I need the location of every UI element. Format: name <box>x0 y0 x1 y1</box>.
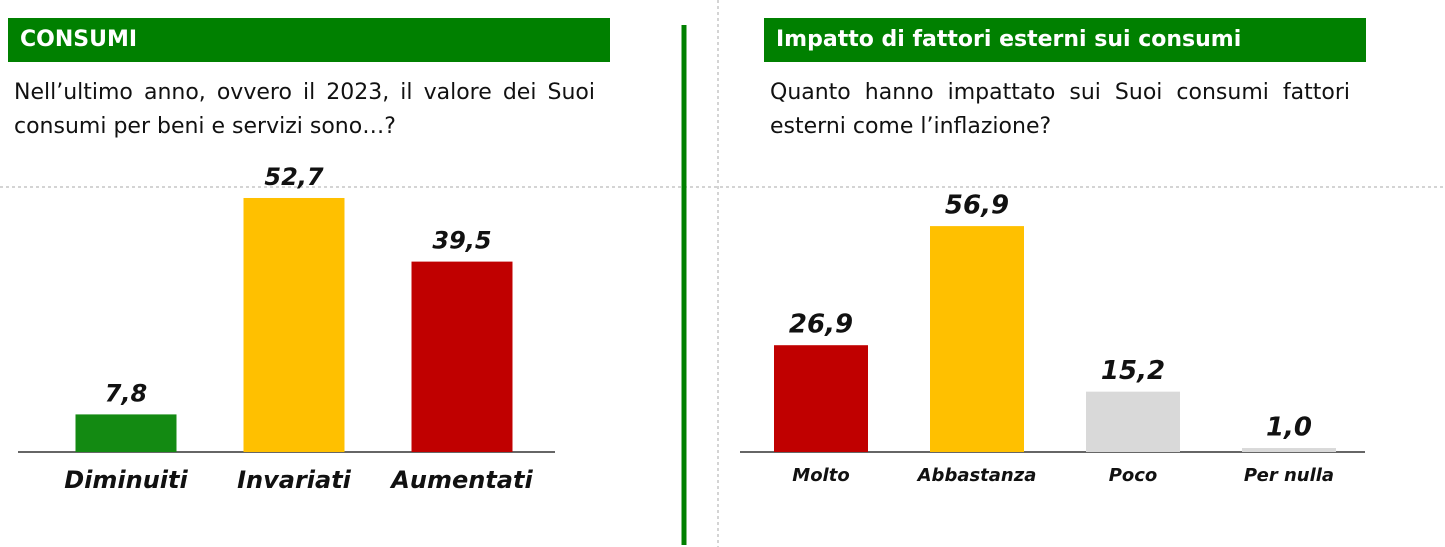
bar <box>1242 448 1336 452</box>
question: Quanto hanno impattato sui Suoi consumi … <box>770 80 1350 139</box>
value-label: 26,9 <box>789 310 853 340</box>
bar <box>930 226 1024 452</box>
value-label: 39,5 <box>432 227 491 255</box>
bar <box>411 261 513 452</box>
value-label: 1,0 <box>1266 413 1312 443</box>
value-label: 7,8 <box>105 379 148 407</box>
category-label: Diminuiti <box>64 466 188 494</box>
question: Nell’ultimo anno, ovvero il 2023, il val… <box>14 80 595 139</box>
category-label: Abbastanza <box>916 465 1037 486</box>
bar <box>75 414 177 452</box>
category-label: Per nulla <box>1244 465 1334 486</box>
category-label: Aumentati <box>389 466 533 494</box>
bar <box>243 197 345 452</box>
value-label: 56,9 <box>945 191 1009 221</box>
value-label: 15,2 <box>1101 356 1165 386</box>
category-label: Poco <box>1109 465 1158 486</box>
category-label: Invariati <box>237 466 352 494</box>
panel-title: Impatto di fattori esterni sui consumi <box>764 18 1366 62</box>
bar <box>774 345 868 452</box>
value-label: 52,7 <box>264 163 324 191</box>
bar <box>1086 391 1180 452</box>
panel-title: CONSUMI <box>8 18 610 62</box>
category-label: Molto <box>792 465 849 486</box>
